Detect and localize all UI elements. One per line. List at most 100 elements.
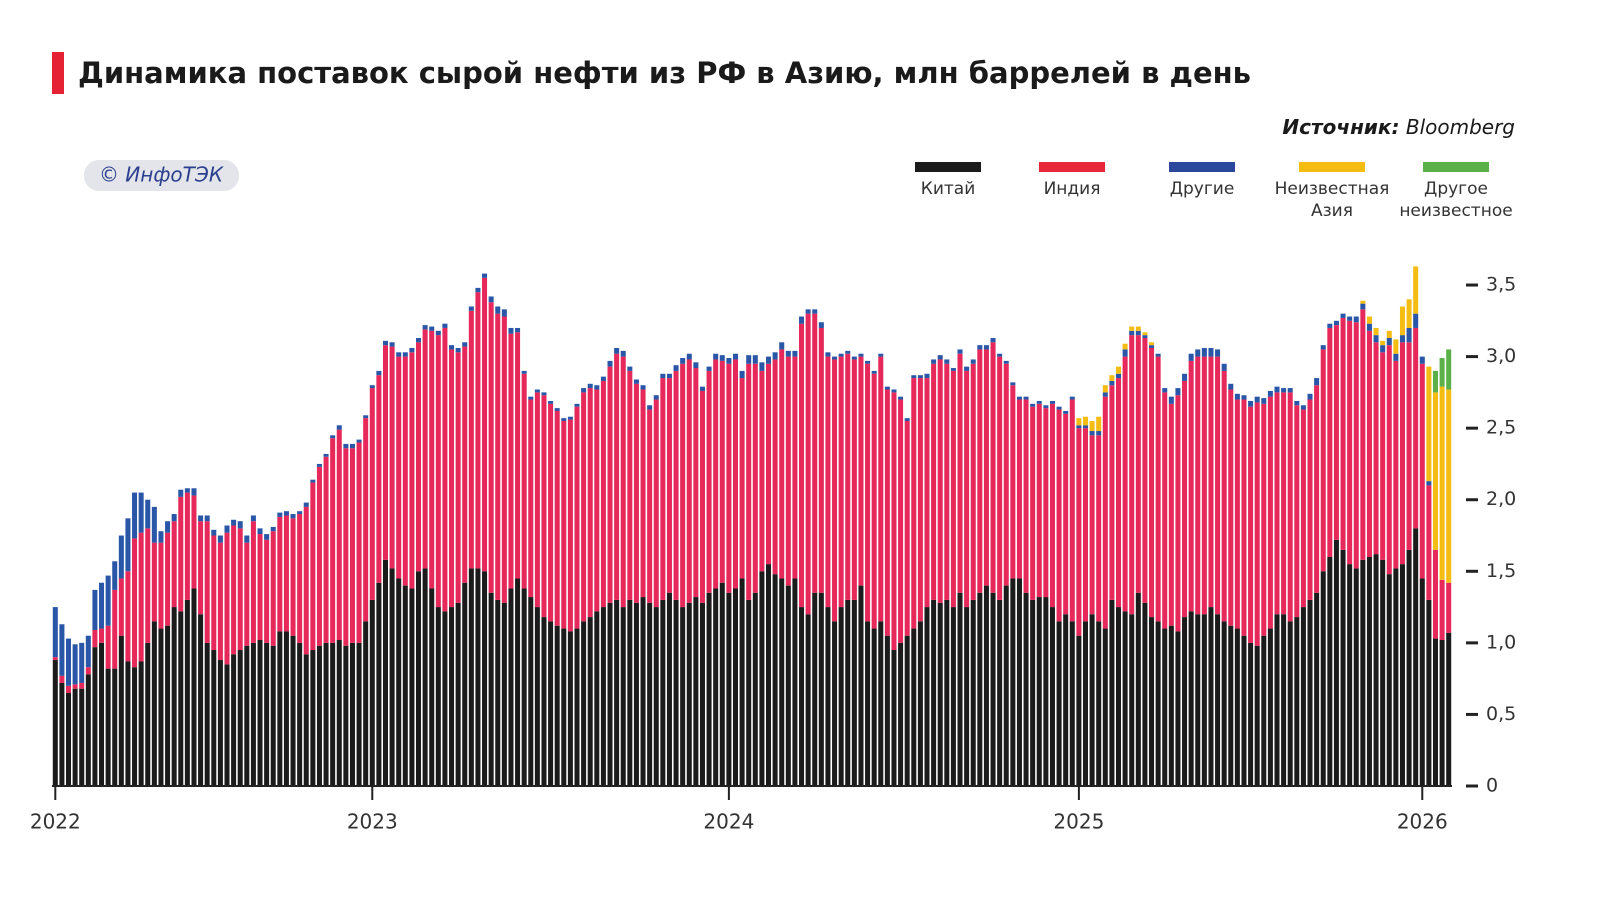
bar-segment (746, 355, 752, 364)
bar-segment (1406, 342, 1412, 550)
bar-segment (924, 373, 930, 379)
bar-segment (376, 375, 382, 583)
bar-segment (1426, 481, 1432, 486)
bar-segment (1432, 549, 1438, 639)
bar-segment (686, 359, 692, 603)
bar-segment (1386, 337, 1392, 346)
bar-segment (997, 353, 1003, 357)
bar-segment (1446, 349, 1452, 390)
bar-segment (660, 378, 666, 600)
bar-segment (713, 359, 719, 589)
bar-segment (587, 388, 593, 618)
bar-segment (746, 599, 752, 786)
bar-segment (105, 668, 111, 786)
bar-segment (270, 645, 276, 786)
bar-segment (482, 273, 488, 278)
bar-segment (785, 585, 791, 786)
bar-segment (52, 607, 58, 658)
bar-segment (957, 353, 963, 593)
bar-segment (237, 528, 243, 651)
bar-segment (363, 415, 369, 419)
bar-segment (1267, 628, 1273, 786)
bar-segment (891, 392, 897, 651)
bar-segment (1406, 549, 1412, 786)
bar-segment (607, 366, 613, 603)
bar-segment (1036, 597, 1042, 786)
bar-segment (1168, 625, 1174, 786)
bar-segment (508, 588, 514, 786)
bar-segment (343, 645, 349, 786)
bar-segment (1413, 266, 1419, 314)
bar-segment (165, 521, 171, 533)
bar-segment (937, 602, 943, 786)
y-tick-label: 0 (1486, 775, 1498, 797)
bar-segment (92, 647, 98, 786)
bar-segment (1234, 399, 1240, 629)
bar-segment (356, 442, 362, 643)
bar-segment (1195, 614, 1201, 786)
bar-segment (766, 356, 772, 364)
bar-segment (1182, 373, 1188, 381)
bar-segment (416, 571, 422, 786)
bar-segment (970, 363, 976, 600)
bar-segment (1314, 385, 1320, 593)
bar-segment (1327, 323, 1333, 328)
bar-segment (1102, 392, 1108, 397)
bar-segment (145, 499, 151, 529)
bar-segment (72, 644, 78, 685)
bar-segment (1366, 323, 1372, 331)
bar-segment (673, 599, 679, 786)
bar-segment (382, 345, 388, 560)
bar-segment (600, 607, 606, 786)
bar-segment (1274, 614, 1280, 786)
bar-segment (706, 592, 712, 786)
bar-segment (1149, 348, 1155, 618)
bar-segment (1432, 638, 1438, 786)
bar-segment (237, 650, 243, 786)
bar-segment (957, 349, 963, 354)
bar-segment (640, 385, 646, 390)
bar-segment (59, 624, 65, 676)
bar-segment (396, 578, 402, 786)
bar-segment (680, 358, 686, 364)
bar-segment (349, 642, 355, 786)
bar-segment (1023, 396, 1029, 400)
bar-segment (1201, 356, 1207, 615)
bar-segment (1076, 635, 1082, 786)
bar-segment (1109, 375, 1115, 381)
bar-segment (805, 614, 811, 786)
bar-segment (759, 362, 765, 371)
bar-segment (1327, 556, 1333, 786)
bar-segment (105, 625, 111, 669)
bar-segment (99, 628, 105, 643)
bar-segment (422, 568, 428, 786)
bar-segment (957, 592, 963, 786)
bar-segment (475, 568, 481, 786)
bar-segment (224, 664, 230, 786)
bar-segment (151, 621, 157, 786)
bar-segment (997, 599, 1003, 786)
bar-segment (1122, 349, 1128, 357)
bar-segment (521, 370, 527, 374)
bar-segment (1248, 642, 1254, 786)
bar-segment (1221, 621, 1227, 786)
y-tick-label: 3,0 (1486, 345, 1516, 367)
bar-segment (92, 629, 98, 648)
bar-segment (713, 588, 719, 786)
bar-segment (534, 607, 540, 786)
bar-segment (198, 521, 204, 615)
bar-segment (99, 642, 105, 786)
bar-segment (719, 360, 725, 583)
bar-segment (290, 514, 296, 519)
bar-segment (290, 518, 296, 636)
bar-segment (1168, 396, 1174, 404)
bar-segment (125, 661, 131, 786)
bar-segment (851, 599, 857, 786)
bar-segment (633, 383, 639, 603)
bar-segment (1116, 373, 1122, 379)
bar-segment (871, 628, 877, 786)
bar-segment (1082, 428, 1088, 622)
bar-segment (416, 342, 422, 572)
bar-segment (389, 568, 395, 786)
bar-segment (686, 353, 692, 360)
